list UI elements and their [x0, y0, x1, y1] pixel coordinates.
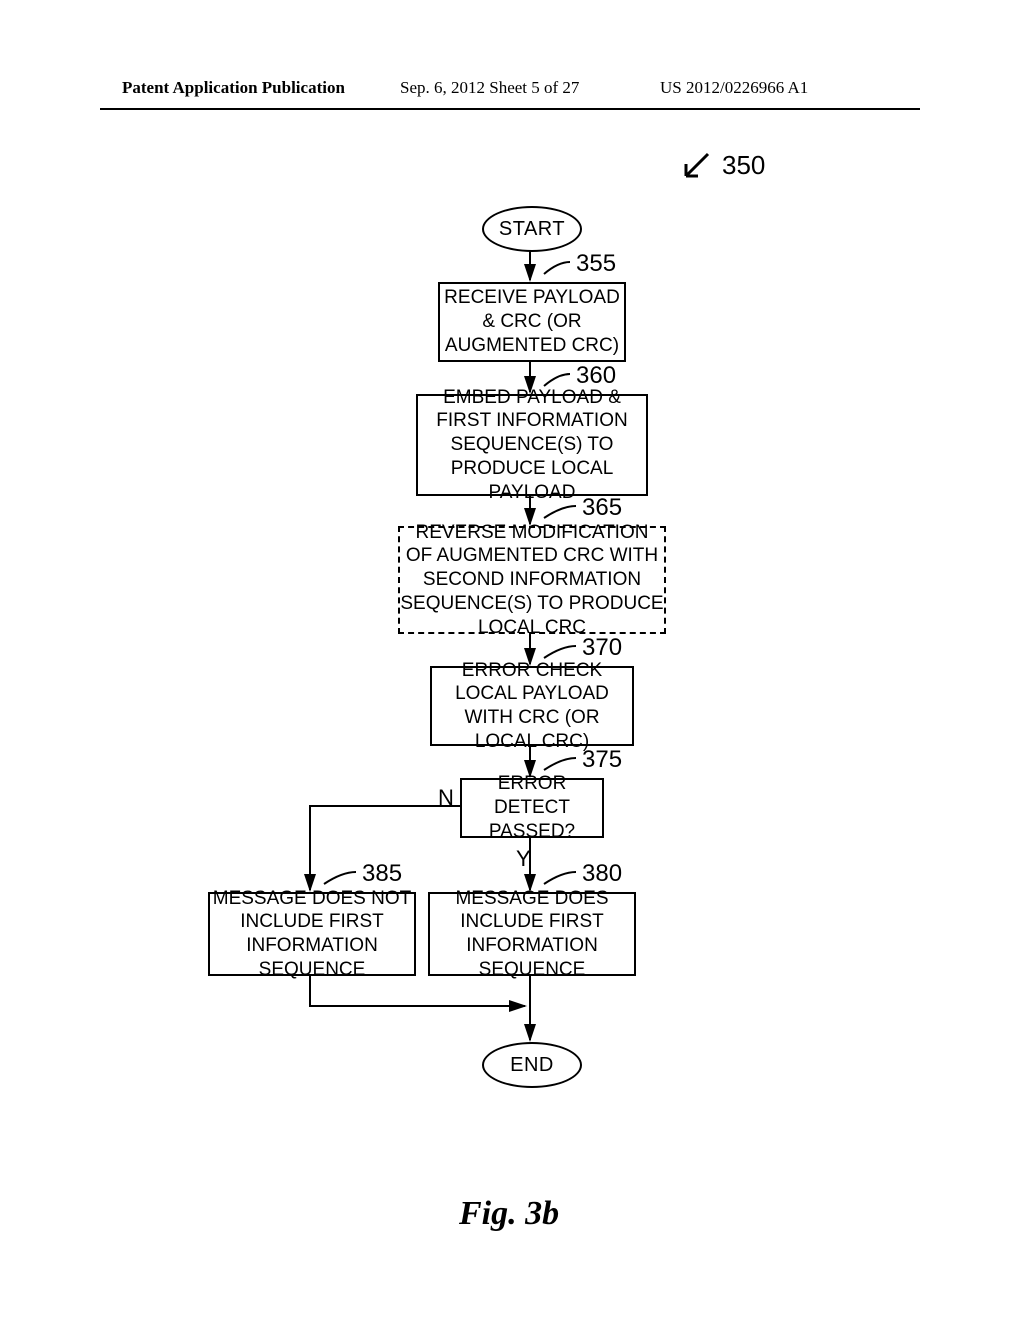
header-right: US 2012/0226966 A1	[660, 78, 808, 98]
process-370: ERROR CHECK LOCAL PAYLOAD WITH CRC (OR L…	[430, 666, 634, 746]
header-left: Patent Application Publication	[122, 78, 345, 98]
process-355-text: RECEIVE PAYLOAD & CRC (OR AUGMENTED CRC)	[440, 286, 624, 357]
label-N: N	[438, 785, 454, 811]
label-360: 360	[576, 362, 616, 390]
label-375: 375	[582, 746, 622, 774]
end-label: END	[510, 1054, 554, 1077]
leader-arrow-icon	[680, 148, 714, 182]
label-380: 380	[582, 860, 622, 888]
decision-375-text: ERROR DETECT PASSED?	[462, 772, 602, 843]
process-360-text: EMBED PAYLOAD & FIRST INFORMATION SEQUEN…	[418, 386, 646, 505]
process-385-text: MESSAGE DOES NOT INCLUDE FIRST INFORMATI…	[210, 887, 414, 982]
label-385: 385	[362, 860, 402, 888]
label-355: 355	[576, 250, 616, 278]
header-rule	[100, 108, 920, 110]
end-terminator: END	[482, 1042, 582, 1088]
process-385: MESSAGE DOES NOT INCLUDE FIRST INFORMATI…	[208, 892, 416, 976]
start-label: START	[499, 218, 565, 241]
reference-350: 350	[680, 148, 765, 182]
start-terminator: START	[482, 206, 582, 252]
process-365-text: REVERSE MODIFICATION OF AUGMENTED CRC WI…	[400, 521, 664, 640]
page-header: Patent Application Publication Sep. 6, 2…	[0, 78, 1024, 108]
decision-375: ERROR DETECT PASSED?	[460, 778, 604, 838]
process-360: EMBED PAYLOAD & FIRST INFORMATION SEQUEN…	[416, 394, 648, 496]
figure-caption: Fig. 3b	[459, 1195, 559, 1233]
process-380-text: MESSAGE DOES INCLUDE FIRST INFORMATION S…	[430, 887, 634, 982]
process-370-text: ERROR CHECK LOCAL PAYLOAD WITH CRC (OR L…	[432, 659, 632, 754]
reference-label: 350	[722, 150, 765, 181]
label-Y: Y	[516, 846, 531, 872]
header-center: Sep. 6, 2012 Sheet 5 of 27	[400, 78, 579, 98]
label-365: 365	[582, 494, 622, 522]
process-365: REVERSE MODIFICATION OF AUGMENTED CRC WI…	[398, 526, 666, 634]
process-380: MESSAGE DOES INCLUDE FIRST INFORMATION S…	[428, 892, 636, 976]
process-355: RECEIVE PAYLOAD & CRC (OR AUGMENTED CRC)	[438, 282, 626, 362]
label-370: 370	[582, 634, 622, 662]
